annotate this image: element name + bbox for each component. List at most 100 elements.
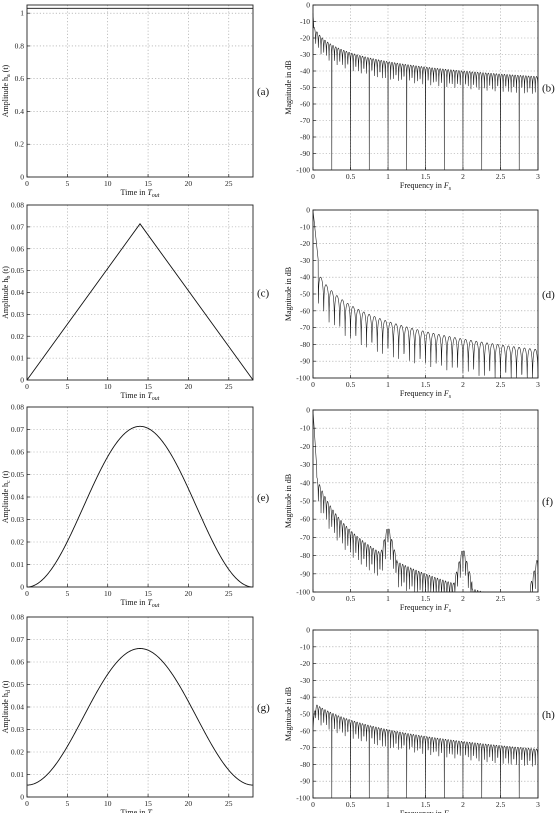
x-tick-label: 25 [225, 799, 233, 808]
grid-f [313, 410, 538, 592]
y-tick-label: 0 [20, 583, 24, 592]
spectrum-line-h [312, 704, 539, 799]
y-axis-label: Amplitude ha (t) [1, 64, 12, 117]
x-tick-label: 10 [104, 382, 112, 391]
y-tick-label: -80 [300, 133, 310, 142]
x-tick-label: 1 [386, 380, 390, 389]
y-tick-label: -30 [300, 256, 310, 265]
panel-d: 0 0.5 1 1.5 2 2.5 3 0 -10 -20 -30 -40 -50 -60 -70 -80 -9… [284, 206, 555, 401]
series-line-g [26, 648, 254, 786]
panel-b: 0 0.5 1 1.5 2 2.5 3 0 -10 -20 -30 -40 -50 -60 -70 -80 -9… [284, 1, 555, 193]
y-tick-label: -50 [300, 290, 310, 299]
x-tick-label: 0 [311, 800, 315, 809]
y-tick-label: -100 [296, 794, 310, 803]
y-axis-label: Amplitude hc (t) [1, 470, 12, 523]
x-tick-label: 2 [461, 800, 465, 809]
y-tick-label: 0.04 [11, 288, 24, 297]
y-tick-label: 0 [306, 626, 310, 635]
y-tick-label: -50 [300, 497, 310, 506]
y-tick-label: 0.08 [11, 613, 24, 622]
y-tick-label: 0.08 [11, 201, 24, 210]
axes-b: 0 0.5 1 1.5 2 2.5 3 0 -10 -20 -30 -40 -50 -60 -70 -80 -9… [296, 1, 540, 182]
y-tick-label: 0.08 [11, 403, 24, 412]
x-tick-label: 1.5 [421, 380, 431, 389]
y-tick-label: 0.02 [11, 748, 24, 757]
axes-g: 0 5 10 15 20 25 0 0.01 0.02 0.03 0.04 0.05 0.06 0.07 0… [11, 613, 233, 809]
y-tick-label: 0.02 [11, 332, 24, 341]
x-tick-label: 2 [461, 380, 465, 389]
grid-c [27, 205, 253, 380]
x-tick-label: 25 [225, 589, 233, 598]
y-tick-label: -40 [300, 693, 310, 702]
y-tick-label: 0.2 [15, 140, 25, 149]
x-tick-label: 5 [65, 799, 69, 808]
y-tick-label: 1 [20, 9, 24, 18]
y-tick-label: 0.06 [11, 448, 24, 457]
x-axis-label: Time in Tout [121, 598, 160, 609]
x-axis-label: Time in Tout [121, 391, 160, 402]
y-tick-label: -40 [300, 273, 310, 282]
y-tick-label: 0.02 [11, 538, 24, 547]
x-tick-label: 10 [104, 589, 112, 598]
spectrum-line-d [312, 209, 539, 379]
x-tick-label: 5 [65, 382, 69, 391]
axes-e: 0 5 10 15 20 25 0 0.01 0.02 0.03 0.04 0.05 0.06 0.07 0… [11, 403, 233, 599]
x-tick-label: 3 [536, 380, 540, 389]
y-tick-label: -30 [300, 460, 310, 469]
x-tick-label: 0.5 [346, 380, 356, 389]
x-tick-label: 20 [185, 382, 193, 391]
x-tick-label: 0.5 [346, 594, 356, 603]
x-tick-label: 10 [104, 799, 112, 808]
y-tick-label: 0.6 [15, 74, 25, 83]
y-tick-label: -90 [300, 569, 310, 578]
x-tick-label: 1.5 [421, 172, 431, 181]
y-axis-label: Magnitude in dB [284, 60, 293, 114]
x-tick-label: 0 [311, 380, 315, 389]
x-tick-label: 0 [311, 594, 315, 603]
y-tick-label: 0.06 [11, 244, 24, 253]
y-tick-label: 0.05 [11, 470, 24, 479]
x-tick-label: 0 [25, 382, 29, 391]
panel-label-a: (a) [257, 86, 270, 98]
x-tick-label: 2 [461, 172, 465, 181]
y-tick-label: 0.03 [11, 725, 24, 734]
x-axis-label: Frequency in Fs [400, 181, 452, 192]
panel-label-c: (c) [257, 288, 270, 300]
y-axis-label: Amplitude hd (t) [1, 680, 12, 733]
y-tick-label: -10 [300, 17, 310, 26]
y-tick-label: -60 [300, 515, 310, 524]
y-tick-label: -50 [300, 83, 310, 92]
y-tick-label: 0.04 [11, 703, 24, 712]
y-tick-label: 0.07 [11, 425, 24, 434]
y-tick-label: -20 [300, 239, 310, 248]
grid-a [27, 5, 253, 177]
x-tick-label: 20 [185, 179, 193, 188]
x-tick-label: 1 [386, 172, 390, 181]
x-axis-label: Frequency in Fs [400, 809, 452, 813]
y-tick-label: -70 [300, 533, 310, 542]
axes-d: 0 0.5 1 1.5 2 2.5 3 0 -10 -20 -30 -40 -50 -60 -70 -80 -9… [296, 206, 540, 390]
x-axis-label: Frequency in Fs [400, 389, 452, 400]
y-tick-label: -30 [300, 50, 310, 59]
x-tick-label: 15 [144, 799, 152, 808]
y-axis-label: Amplitude hb (t) [1, 266, 12, 319]
x-tick-label: 2.5 [496, 800, 506, 809]
y-tick-label: -20 [300, 34, 310, 43]
x-tick-label: 20 [185, 589, 193, 598]
y-tick-label: -80 [300, 551, 310, 560]
series-line-e [26, 425, 254, 588]
x-tick-label: 1 [386, 800, 390, 809]
y-tick-label: 0.06 [11, 658, 24, 667]
y-tick-label: 0 [306, 1, 310, 10]
plot-frame-a [26, 4, 254, 178]
panel-label-b: (b) [542, 83, 555, 95]
y-tick-label: 0 [20, 173, 24, 182]
y-tick-label: 0 [20, 793, 24, 802]
y-tick-label: 0.05 [11, 266, 24, 275]
y-tick-label: 0.01 [11, 354, 24, 363]
panel-label-d: (d) [542, 289, 555, 301]
x-tick-label: 0 [311, 172, 315, 181]
x-axis-label: Frequency in Fs [400, 603, 452, 614]
axes-h: 0 0.5 1 1.5 2 2.5 3 0 -10 -20 -30 -40 -50 -60 -70 -80 -9… [296, 626, 540, 810]
panel-label-f: (f) [542, 496, 553, 508]
